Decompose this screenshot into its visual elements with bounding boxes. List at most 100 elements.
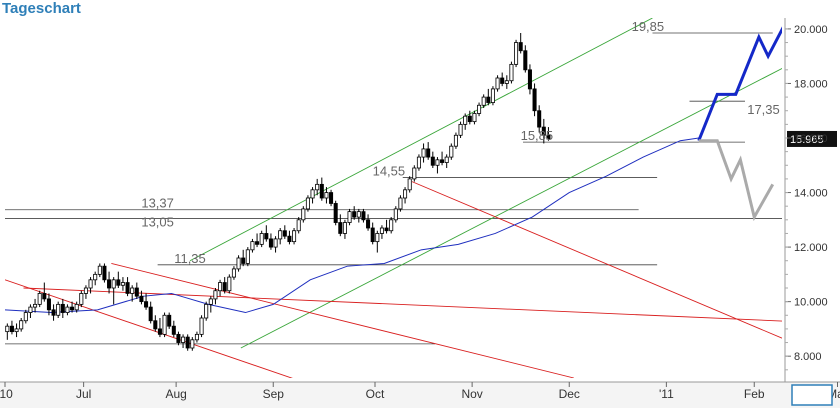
candle-body [319, 183, 324, 199]
candle-body [167, 314, 172, 327]
candle-body [185, 336, 190, 349]
candle-body [194, 333, 199, 341]
candle-body [282, 230, 287, 237]
red-trend-line [23, 287, 782, 322]
candle-body [278, 230, 283, 240]
candle-body [79, 293, 84, 305]
candle-body [153, 320, 158, 330]
candle-body [208, 298, 213, 305]
candle-body [458, 123, 463, 136]
candle-body [33, 303, 38, 308]
candle-body [9, 325, 14, 333]
candle-body [315, 183, 320, 191]
level-label: 15,85 [521, 128, 554, 143]
x-tick-label: Oct [366, 387, 385, 401]
candle-body [134, 287, 139, 297]
candle-body [157, 328, 162, 335]
candle-body [255, 241, 260, 245]
candle-body [227, 276, 232, 292]
candle-body [310, 189, 315, 199]
bear-projection [698, 139, 775, 222]
candle-body [46, 298, 51, 311]
x-tick-label: Nov [461, 387, 482, 401]
candle-body [342, 222, 347, 234]
candle-body [389, 219, 394, 232]
moving-average-line [5, 137, 699, 314]
chart-title: Tageschart [2, 0, 81, 17]
candle-body [111, 279, 116, 289]
candle-body [199, 317, 204, 335]
candle-body [527, 69, 532, 90]
candle-body [324, 192, 329, 199]
candle-body [435, 159, 440, 166]
candle-body [518, 42, 523, 52]
candle-body [486, 96, 491, 103]
x-tick-label: Dec [559, 387, 580, 401]
candle-body [204, 303, 209, 319]
last-price-box [787, 130, 837, 147]
red-trend-line [411, 181, 782, 339]
candle-body [347, 211, 352, 223]
candle-body [338, 222, 343, 234]
x-tick-label: Aug [165, 387, 186, 401]
candle-body [116, 279, 121, 286]
candle-body [412, 167, 417, 180]
range-selector-box [791, 384, 833, 406]
candle-body [120, 282, 125, 286]
y-tick-label: 18.000 [794, 78, 828, 90]
last-price-label: 15.965 [790, 134, 824, 146]
candle-body [440, 159, 445, 163]
candle-body [56, 303, 61, 316]
y-tick-label: 12.000 [794, 242, 828, 254]
candle-body [333, 203, 338, 223]
candle-body [361, 211, 366, 221]
candle-body [352, 211, 357, 218]
candle-body [74, 303, 79, 311]
candle-body [537, 110, 542, 128]
candle-body [426, 148, 431, 158]
candle-body [148, 306, 153, 322]
bull-projection [697, 26, 782, 142]
candle-body [366, 219, 371, 229]
candle-body [83, 287, 88, 294]
candle-body [5, 325, 10, 333]
candle-body [444, 156, 449, 163]
candle-body [379, 227, 384, 234]
x-axis-band [0, 382, 840, 408]
x-tick-label: Jul [76, 387, 91, 401]
candle-body [144, 301, 149, 308]
candle-body [28, 306, 33, 313]
candle-body [472, 113, 477, 123]
candle-body [273, 238, 278, 248]
candle-body [250, 241, 255, 251]
y-tick-label: 16.000 [794, 133, 828, 145]
candle-body [449, 145, 454, 158]
candle-body [403, 189, 408, 199]
candle-body [500, 77, 505, 84]
candle-body [509, 63, 514, 82]
level-label: 13,37 [141, 196, 174, 211]
green-trend-line [189, 18, 653, 262]
candle-body [264, 233, 269, 240]
y-tick-label: 20.000 [794, 24, 828, 36]
candle-body [296, 219, 301, 232]
candle-body [504, 80, 509, 84]
candle-body [51, 309, 56, 316]
y-tick-label: 14.000 [794, 188, 828, 200]
candle-body [292, 230, 297, 243]
candle-body [241, 257, 246, 264]
candle-body [176, 333, 181, 343]
level-label: 17,35 [747, 102, 780, 117]
candle-body [19, 320, 24, 330]
candle-body [14, 328, 19, 333]
candle-body [231, 268, 236, 278]
candle-body [88, 279, 93, 289]
level-label: 19,85 [632, 19, 665, 34]
candle-body [546, 134, 551, 140]
candle-body [162, 314, 167, 335]
candle-body [463, 115, 468, 125]
candle-body [477, 104, 482, 114]
candle-body [93, 273, 98, 281]
x-tick-label: Sep [263, 387, 285, 401]
candle-body [268, 238, 273, 248]
